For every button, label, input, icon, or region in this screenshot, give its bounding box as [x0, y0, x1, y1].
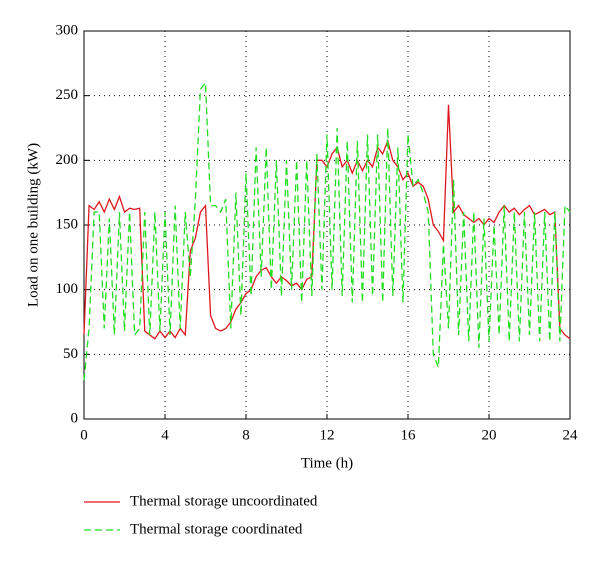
- series-line: [83, 80, 571, 381]
- y-tick-label: 50: [63, 346, 78, 362]
- x-tick-label: 16: [401, 427, 417, 443]
- x-tick-label: 4: [161, 427, 169, 443]
- legend-label: Thermal storage uncoordinated: [130, 493, 318, 509]
- y-tick-label: 0: [71, 410, 79, 426]
- y-tick-label: 250: [56, 87, 79, 103]
- legend-label: Thermal storage coordinated: [130, 521, 303, 537]
- x-axis-label: Time (h): [301, 455, 353, 471]
- series-line: [83, 104, 571, 340]
- y-axis-label: Load on one building (kW): [25, 143, 41, 307]
- plot-frame: [83, 30, 571, 420]
- x-tick-label: 12: [320, 427, 335, 443]
- y-tick-label: 150: [56, 216, 79, 232]
- x-tick-label: 0: [80, 427, 88, 443]
- x-tick-label: 24: [563, 427, 579, 443]
- x-tick-label: 20: [482, 427, 497, 443]
- y-tick-label: 100: [56, 281, 79, 297]
- y-tick-label: 300: [56, 22, 79, 38]
- y-tick-label: 200: [56, 152, 79, 168]
- x-tick-label: 8: [242, 427, 250, 443]
